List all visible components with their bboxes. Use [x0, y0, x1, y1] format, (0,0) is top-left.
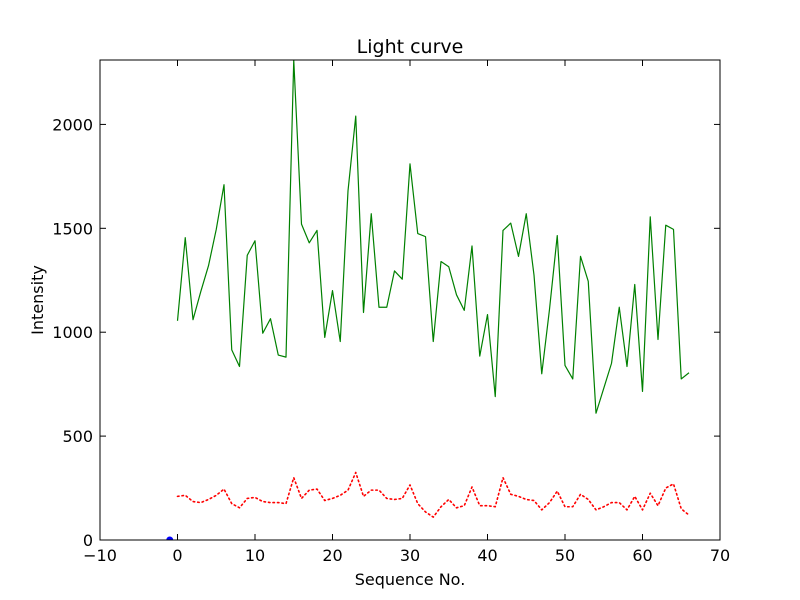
- x-tick-label: 0: [172, 546, 182, 565]
- y-tick-label: 1500: [52, 219, 93, 238]
- x-tick-label: 70: [710, 546, 730, 565]
- x-tick-label: 40: [477, 546, 497, 565]
- series-2-line: [176, 471, 690, 518]
- y-tick-label: 2000: [52, 115, 93, 134]
- plot-area: [166, 60, 690, 540]
- x-tick-label: 60: [632, 546, 652, 565]
- y-axis-title: Intensity: [28, 265, 47, 335]
- x-tick-label: −10: [83, 546, 117, 565]
- y-tick-label: 500: [62, 427, 93, 446]
- x-tick-label: 20: [322, 546, 342, 565]
- chart-title: Light curve: [357, 36, 464, 58]
- series-1-line: [176, 60, 690, 414]
- x-tick-label: 10: [245, 546, 265, 565]
- y-tick-label: 1000: [52, 323, 93, 342]
- series-3-point: [166, 536, 174, 540]
- y-tick-label: 0: [83, 531, 93, 550]
- x-tick-label: 50: [555, 546, 575, 565]
- x-tick-label: 30: [400, 546, 420, 565]
- x-axis-title: Sequence No.: [355, 570, 466, 589]
